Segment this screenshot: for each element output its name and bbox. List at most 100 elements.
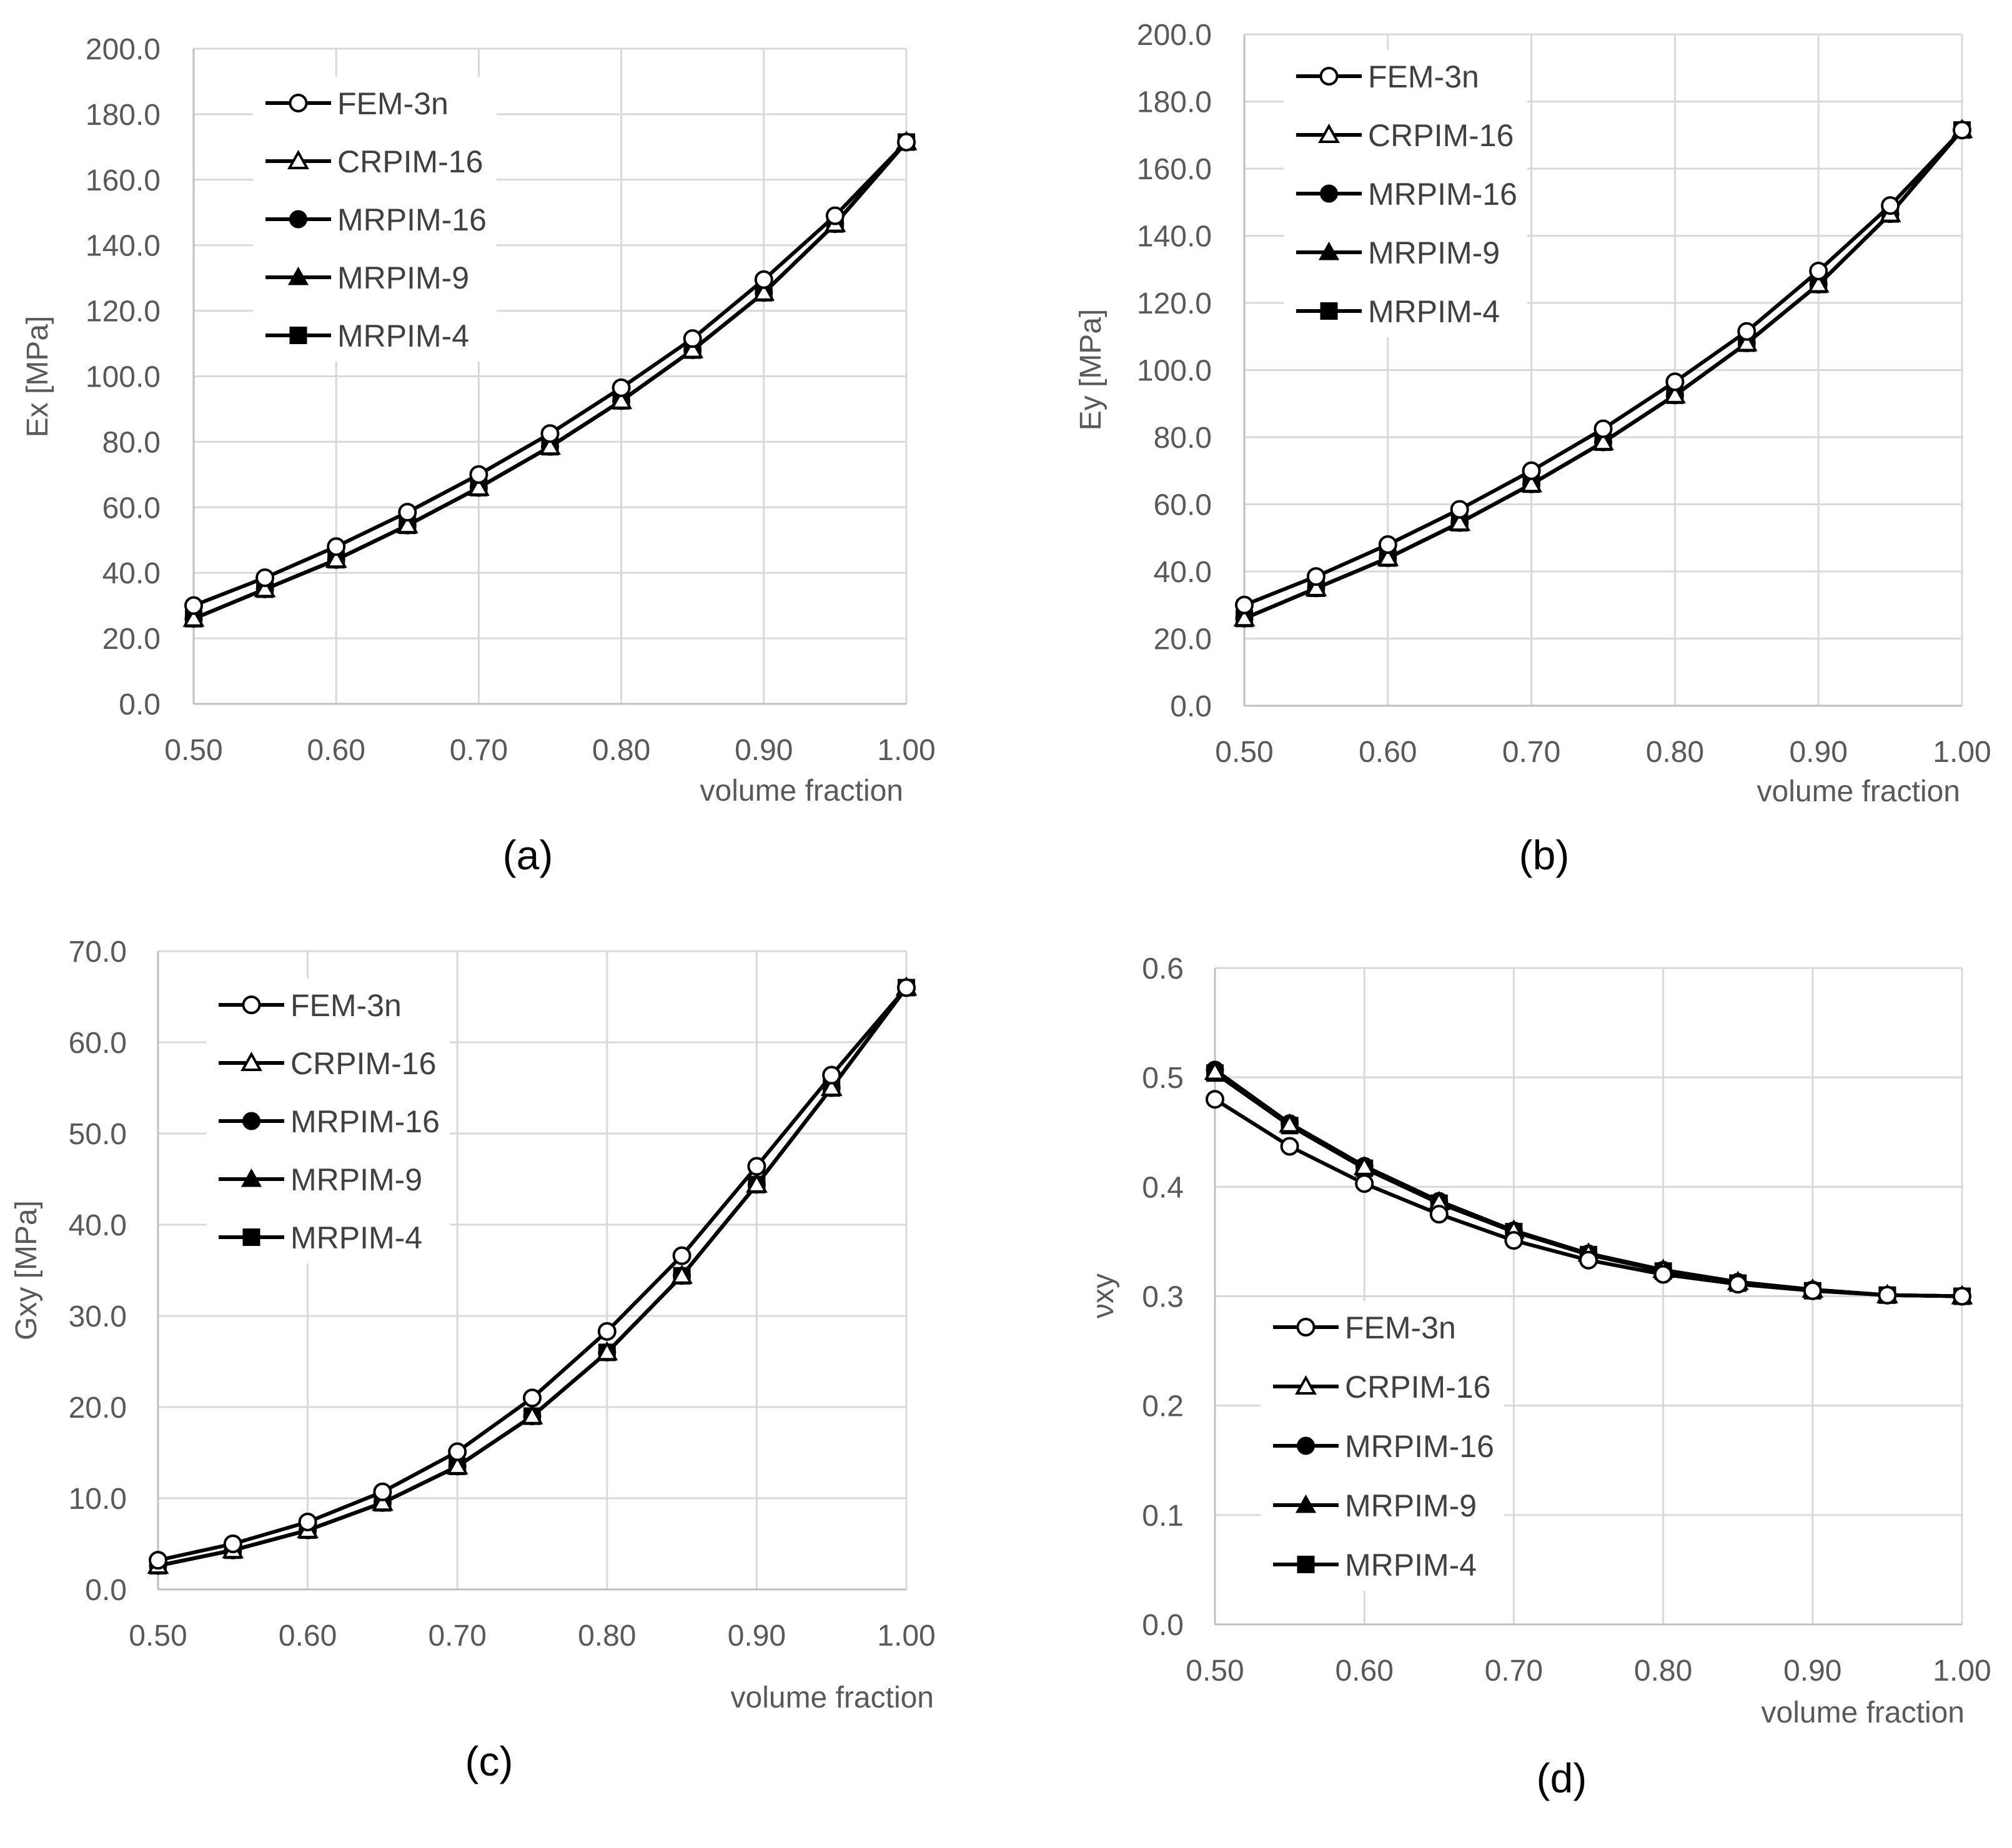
- data-point: [1306, 567, 1326, 586]
- y-tick-label: 0.3: [1142, 1281, 1184, 1314]
- y-tick-label: 40.0: [102, 557, 161, 590]
- legend-item: MRPIM-16: [265, 202, 487, 237]
- legend-marker: [1320, 184, 1338, 203]
- legend-marker: [242, 1112, 260, 1130]
- x-tick-label: 0.80: [1634, 1654, 1692, 1687]
- legend-item: MRPIM-16: [1296, 177, 1517, 212]
- legend-marker: [289, 327, 307, 344]
- x-tick-label: 0.60: [279, 1619, 337, 1653]
- x-tick-label: 0.90: [1783, 1654, 1841, 1687]
- panel-caption: (d): [1537, 1755, 1587, 1801]
- series-FEM-3n: [184, 132, 916, 615]
- y-tick-label: 40.0: [1154, 556, 1212, 589]
- legend-item: CRPIM-16: [1296, 118, 1514, 153]
- legend-label: MRPIM-9: [337, 260, 469, 295]
- legend-marker: [1318, 123, 1340, 143]
- data-point: [149, 1551, 167, 1570]
- legend-label: FEM-3n: [290, 988, 402, 1023]
- data-point: [671, 1264, 693, 1284]
- data-point: [1809, 261, 1828, 280]
- data-point: [1353, 1155, 1375, 1175]
- data-point: [1504, 1231, 1524, 1250]
- chart-panel-4: 0.0 0.1 0.2 0.3 0.4 0.5 0.6 0.50 0.60 0.70 0.80 0.9…: [1087, 952, 1991, 1801]
- x-tick-label: 0.50: [1215, 736, 1273, 769]
- data-point: [1377, 546, 1399, 566]
- x-tick-label: 0.80: [1646, 736, 1704, 769]
- legend-label: MRPIM-4: [1345, 1548, 1477, 1583]
- legend-marker: [240, 1051, 262, 1071]
- y-tick-label: 0.2: [1142, 1390, 1184, 1423]
- y-axis-label: Gxy [MPa]: [10, 1200, 43, 1340]
- x-axis-label: volume fraction: [1762, 1696, 1965, 1729]
- data-point: [373, 1482, 392, 1501]
- data-point: [469, 465, 488, 484]
- x-tick-label: 0.50: [129, 1619, 187, 1653]
- y-tick-label: 80.0: [102, 426, 161, 459]
- legend-marker: [242, 1228, 260, 1246]
- legend-label: MRPIM-9: [290, 1162, 422, 1197]
- legend-marker: [289, 210, 307, 229]
- data-point: [1593, 419, 1613, 438]
- y-tick-label: 0.4: [1142, 1171, 1184, 1204]
- data-point: [540, 424, 560, 443]
- data-point: [1206, 1090, 1224, 1109]
- x-axis-label: volume fraction: [700, 774, 903, 808]
- data-point: [822, 1065, 841, 1085]
- y-axis-label: Ey [MPa]: [1074, 309, 1108, 431]
- data-point: [825, 206, 845, 225]
- y-tick-label: 140.0: [1137, 220, 1212, 254]
- legend-item: MRPIM-9: [219, 1162, 422, 1197]
- legend-label: CRPIM-16: [290, 1046, 436, 1081]
- y-tick-label: 100.0: [1137, 355, 1212, 388]
- y-tick-label: 50.0: [69, 1118, 127, 1151]
- data-point: [1429, 1205, 1449, 1224]
- data-point: [539, 435, 561, 455]
- y-tick-label: 0.1: [1142, 1500, 1184, 1533]
- legend-label: FEM-3n: [1345, 1310, 1456, 1345]
- x-axis-label: volume fraction: [1757, 775, 1960, 808]
- y-tick-label: 40.0: [69, 1209, 127, 1242]
- data-point: [1665, 372, 1685, 392]
- legend-label: MRPIM-9: [1345, 1488, 1477, 1523]
- x-tick-label: 1.00: [1933, 1654, 1991, 1687]
- y-tick-label: 120.0: [86, 295, 161, 329]
- legend-label: MRPIM-16: [337, 202, 487, 237]
- data-point: [610, 389, 633, 409]
- data-point: [1233, 607, 1256, 627]
- y-tick-label: 160.0: [1137, 153, 1212, 186]
- data-point: [398, 503, 417, 522]
- legend-label: CRPIM-16: [1345, 1370, 1490, 1405]
- data-point: [223, 1534, 242, 1553]
- legend-item: MRPIM-16: [1273, 1429, 1494, 1464]
- data-point: [1592, 430, 1614, 451]
- x-tick-label: 0.70: [1502, 736, 1560, 769]
- legend-label: CRPIM-16: [1368, 118, 1514, 153]
- x-tick-label: 0.70: [428, 1619, 486, 1653]
- legend-item: MRPIM-9: [265, 260, 469, 295]
- data-point: [1235, 595, 1254, 615]
- legend-item: MRPIM-4: [265, 319, 469, 353]
- x-tick-label: 0.90: [728, 1619, 786, 1653]
- chart-panel-2: 0.0 20.0 40.0 60.0 80.0 100.0 120.0 140.0 160.0 1…: [1074, 19, 1991, 878]
- y-tick-label: 60.0: [1154, 489, 1212, 522]
- data-point: [448, 1442, 467, 1461]
- series-FEM-3n: [149, 978, 916, 1570]
- data-point: [1305, 576, 1327, 596]
- x-tick-label: 0.70: [1485, 1654, 1543, 1687]
- legend-marker: [1297, 1436, 1315, 1455]
- data-point: [820, 1076, 843, 1096]
- y-tick-label: 120.0: [1137, 287, 1212, 320]
- data-point: [327, 537, 346, 556]
- data-point: [1737, 322, 1757, 341]
- legend-item: MRPIM-4: [219, 1220, 422, 1255]
- data-point: [1579, 1250, 1598, 1270]
- data-point: [371, 1491, 394, 1511]
- data-point: [254, 578, 276, 598]
- legend-item: FEM-3n: [265, 86, 448, 121]
- data-point: [1449, 511, 1471, 531]
- x-tick-label: 0.90: [735, 734, 793, 767]
- data-point: [1953, 1287, 1971, 1306]
- data-point: [396, 514, 419, 534]
- data-point: [1735, 332, 1758, 352]
- data-point: [1279, 1113, 1301, 1133]
